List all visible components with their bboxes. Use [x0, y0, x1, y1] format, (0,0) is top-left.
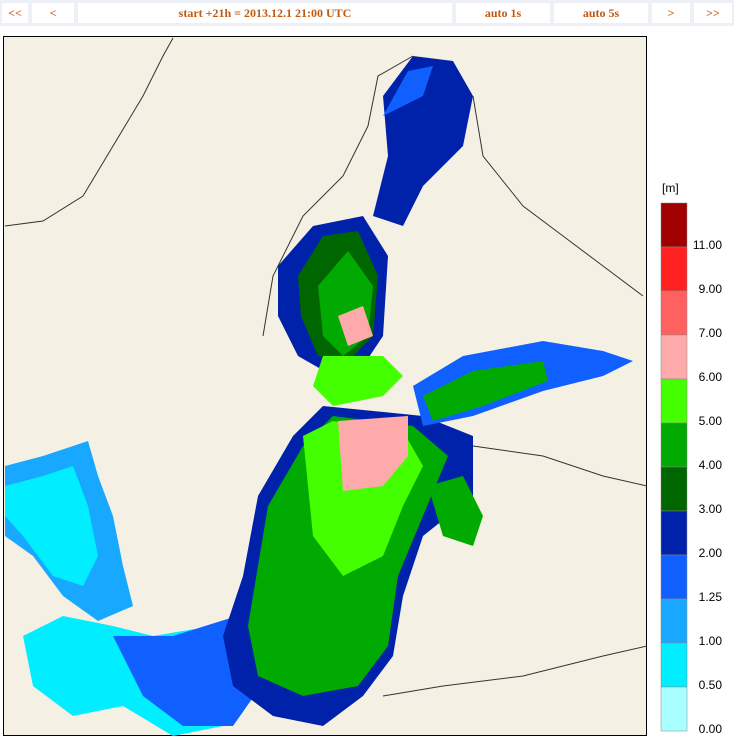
auto-1s-button[interactable]: auto 1s	[456, 3, 550, 23]
legend-swatch	[660, 202, 688, 248]
status-text: start +21h = 2013.12.1 21:00 UTC	[78, 3, 452, 23]
legend-swatch	[660, 466, 688, 512]
legend-label: 2.00	[699, 546, 723, 560]
legend-label: 3.00	[699, 502, 723, 516]
legend-swatch	[660, 334, 688, 380]
legend-swatch	[660, 290, 688, 336]
legend-label: 6.00	[699, 370, 723, 384]
last-button[interactable]: >>	[694, 3, 732, 23]
coastline	[4, 37, 647, 697]
legend-label: 0.00	[699, 722, 723, 736]
prev-button[interactable]: <	[32, 3, 74, 23]
legend-label: 1.25	[699, 590, 723, 604]
legend-swatch	[660, 598, 688, 644]
legend-swatch	[660, 686, 688, 732]
first-button[interactable]: <<	[2, 3, 28, 23]
wave-map	[3, 36, 647, 736]
legend-swatch	[660, 642, 688, 688]
legend-unit: [m]	[662, 181, 679, 195]
legend-swatch	[660, 554, 688, 600]
legend-swatch	[660, 246, 688, 292]
legend-swatch	[660, 422, 688, 468]
legend-label: 9.00	[699, 282, 723, 296]
legend: [m] 11.00 9.00 7.00 6.00 5.00 4.00 3.00 2.00 1.2…	[652, 36, 723, 736]
legend-label: 0.50	[699, 678, 723, 692]
legend-label: 11.00	[693, 238, 722, 252]
legend-label: 1.00	[699, 634, 723, 648]
nav-bar: << < start +21h = 2013.12.1 21:00 UTC au…	[0, 0, 734, 26]
legend-label: 4.00	[699, 458, 723, 472]
legend-label: 7.00	[699, 326, 723, 340]
auto-5s-button[interactable]: auto 5s	[554, 3, 648, 23]
sea	[5, 56, 633, 736]
legend-label: 5.00	[699, 414, 723, 428]
legend-swatch	[660, 378, 688, 424]
legend-swatch	[660, 510, 688, 556]
next-button[interactable]: >	[652, 3, 690, 23]
